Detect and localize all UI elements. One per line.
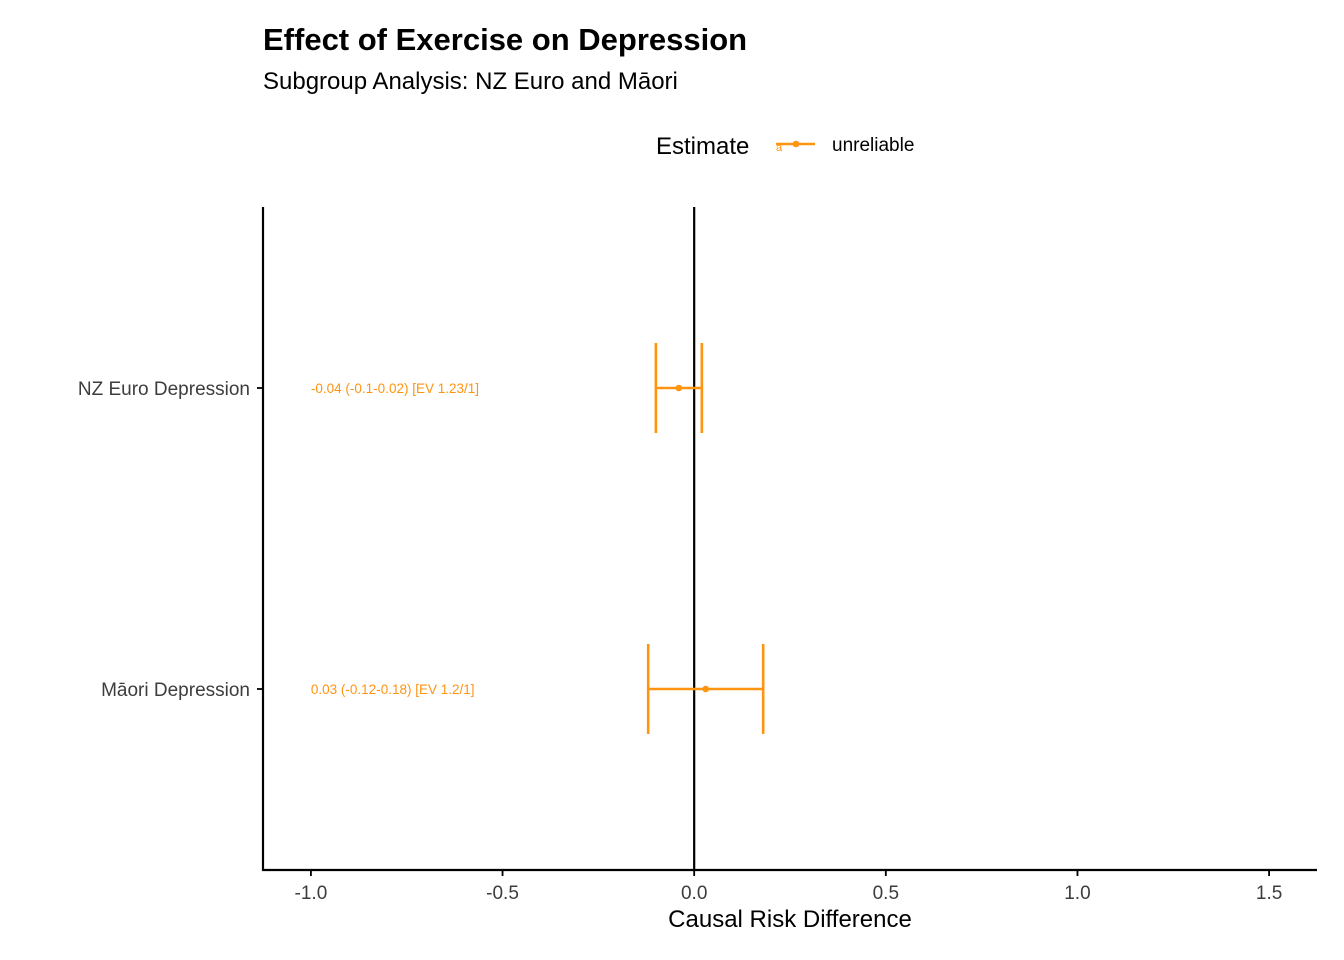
- legend-label: unreliable: [832, 135, 914, 156]
- legend-key-glyph: a: [776, 142, 783, 154]
- x-tick-label: 0.0: [681, 883, 707, 904]
- y-tick-label: NZ Euro Depression: [78, 379, 250, 400]
- x-tick-label: 1.0: [1064, 883, 1090, 904]
- estimate-annotation: -0.04 (-0.1-0.02) [EV 1.23/1]: [311, 381, 479, 396]
- legend-title: Estimate: [656, 133, 749, 160]
- chart-title: Effect of Exercise on Depression: [263, 22, 747, 57]
- legend: Estimate a unreliable: [656, 133, 914, 160]
- legend-entry-unreliable: a unreliable: [776, 135, 914, 156]
- legend-key-point: [792, 140, 800, 148]
- y-tick-label: Māori Depression: [101, 680, 250, 701]
- x-tick-label: 1.5: [1256, 883, 1282, 904]
- estimate-point: [675, 384, 683, 392]
- x-tick-label: -1.0: [295, 883, 328, 904]
- estimate-point: [702, 685, 709, 693]
- row-0: -0.04 (-0.1-0.02) [EV 1.23/1]: [311, 343, 704, 433]
- x-tick-label: -0.5: [486, 883, 519, 904]
- row-1: 0.03 (-0.12-0.18) [EV 1.2/1]: [311, 644, 765, 734]
- chart-subtitle: Subgroup Analysis: NZ Euro and Māori: [263, 68, 678, 95]
- estimate-annotation: 0.03 (-0.12-0.18) [EV 1.2/1]: [311, 682, 475, 697]
- x-axis-label: Causal Risk Difference: [668, 906, 912, 933]
- x-tick-label: 0.5: [873, 883, 899, 904]
